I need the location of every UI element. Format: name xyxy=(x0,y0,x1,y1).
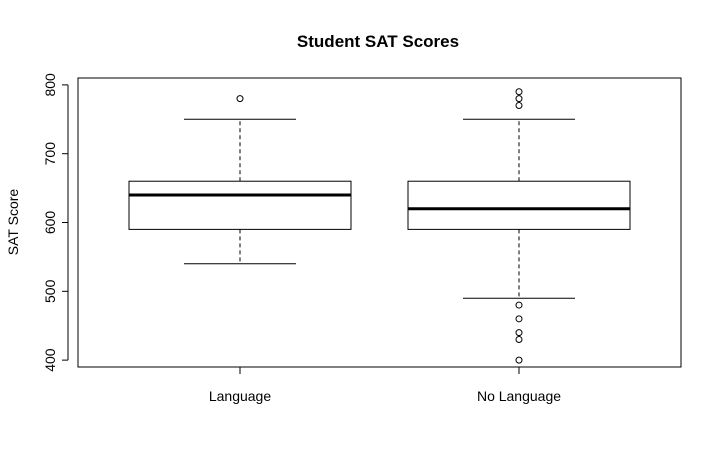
y-tick-label: 800 xyxy=(42,73,58,97)
outlier-point xyxy=(515,315,523,323)
x-tick-label: Language xyxy=(209,388,272,404)
chart-title: Student SAT Scores xyxy=(297,32,459,51)
outlier-point xyxy=(515,356,523,364)
y-tick-label: 700 xyxy=(42,142,58,166)
outlier-point xyxy=(515,88,523,96)
y-axis: 400 500 600 700 800 xyxy=(42,73,69,372)
outlier-point xyxy=(515,301,523,309)
box-iqr xyxy=(407,180,631,230)
boxes xyxy=(128,88,631,364)
x-tick-label: No Language xyxy=(477,388,561,404)
y-tick-label: 600 xyxy=(42,211,58,235)
outlier-point xyxy=(236,95,244,103)
outlier-point xyxy=(515,95,523,103)
y-tick-label: 500 xyxy=(42,279,58,303)
box-iqr xyxy=(128,180,352,230)
plot-frame xyxy=(77,77,682,368)
y-tick-label: 400 xyxy=(42,348,58,372)
outlier-point xyxy=(515,335,523,343)
x-axis-labels: Language No Language xyxy=(209,367,561,404)
y-axis-label: SAT Score xyxy=(5,189,21,256)
outlier-point xyxy=(515,102,523,110)
box-group xyxy=(407,88,631,364)
outlier-point xyxy=(515,329,523,337)
box-group xyxy=(128,95,352,265)
